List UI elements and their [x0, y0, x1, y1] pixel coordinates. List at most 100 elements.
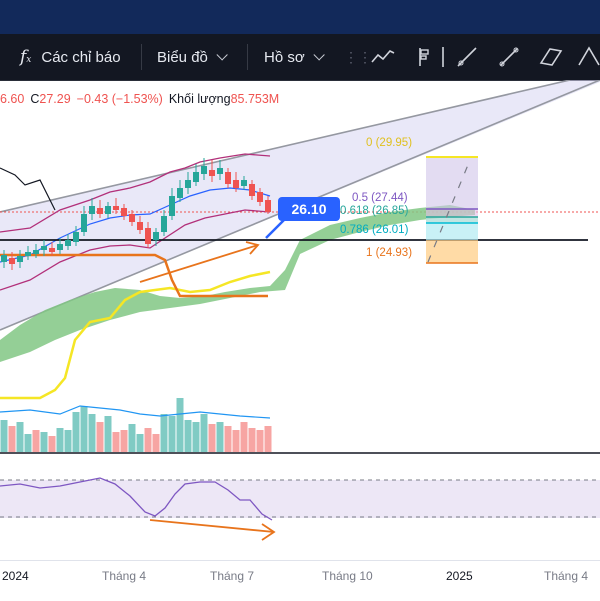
line-segment-icon[interactable]: [494, 42, 524, 72]
chart-type-dropdown[interactable]: Biểu đồ: [157, 34, 228, 80]
candle: [129, 214, 135, 222]
candle: [33, 250, 39, 254]
candle: [73, 232, 79, 242]
oscillator-band: [0, 480, 600, 518]
candle: [25, 252, 31, 256]
volume-bar: [104, 416, 112, 452]
black-ma-line: [0, 167, 56, 211]
candle: [41, 246, 47, 250]
volume-bar: [208, 424, 216, 452]
change-value: −0.43 (−1.53%): [76, 92, 163, 106]
candle: [65, 240, 71, 246]
volume-bar: [216, 422, 224, 452]
ohlc-legend: 6.60 C 27.29 −0.43 (−1.53%) Khối lượng 8…: [0, 92, 279, 110]
profile-dropdown[interactable]: Hồ sơ: [264, 34, 325, 80]
volume-label: Khối lượng: [168, 92, 231, 106]
rsi-line: [0, 477, 273, 521]
chevron-down-icon: [313, 49, 325, 61]
vertical-line-icon[interactable]: [428, 42, 458, 72]
volume-bar: [56, 428, 64, 452]
fib-zone-0-05: [426, 157, 478, 209]
volume-bar: [136, 434, 144, 452]
ray-icon[interactable]: [452, 42, 482, 72]
fib-label-05: 0.5 (27.44): [352, 192, 408, 204]
candle: [185, 180, 191, 188]
triangle-pattern-icon[interactable]: [574, 42, 600, 72]
candle: [177, 188, 183, 198]
ohlc-prefix: 6.60: [0, 92, 25, 106]
fib-trend-line: [427, 159, 471, 263]
indicators-label: Các chỉ báo: [41, 48, 121, 66]
volume-bar: [88, 414, 96, 452]
candle: [49, 248, 55, 252]
axis-label-apr: Tháng 4: [102, 569, 147, 583]
candle: [169, 196, 175, 216]
toolbar-divider: [141, 44, 142, 70]
yellow-lagging-line: [0, 270, 271, 400]
candle: [113, 206, 119, 210]
top-header-bar: [0, 0, 600, 34]
volume-bar: [128, 424, 136, 452]
parallel-channel-icon[interactable]: [536, 42, 566, 72]
price-chart[interactable]: [0, 80, 600, 560]
fib-flag-icon[interactable]: [410, 42, 440, 72]
volume-bar: [96, 422, 104, 452]
candle: [217, 168, 223, 174]
candle: [241, 180, 247, 186]
fib-zone-0786-1: [426, 223, 478, 240]
candle: [145, 228, 151, 244]
fib-label-0: 0 (29.95): [366, 137, 413, 149]
candle: [137, 222, 143, 230]
price-target-label: 26.10: [278, 197, 340, 221]
volume-bar: [8, 426, 16, 452]
drag-handle-icon[interactable]: ⋮⋮: [344, 48, 372, 65]
fib-label-0786: 0.786 (26.01): [340, 224, 409, 236]
fib-label-1: 1 (24.93): [366, 247, 413, 259]
axis-label-2025: 2025: [446, 569, 473, 583]
candle: [225, 172, 231, 184]
candle: [17, 256, 23, 262]
profile-label: Hồ sơ: [264, 48, 305, 66]
candle: [257, 192, 263, 202]
volume-bar: [80, 406, 88, 452]
volume-bar: [232, 430, 240, 452]
candle: [249, 184, 255, 196]
axis-label-jul: Tháng 7: [210, 569, 255, 583]
bb-lower-band: [0, 209, 271, 291]
axis-label-apr-2025: Tháng 4: [544, 569, 589, 583]
volume-bar: [48, 436, 56, 452]
volume-bar: [0, 420, 8, 452]
volume-bar: [112, 432, 120, 452]
candle: [265, 200, 271, 212]
trend-line-icon[interactable]: [368, 42, 398, 72]
candle: [233, 180, 239, 188]
close-value: 27.29: [39, 92, 71, 106]
volume-bar: [32, 430, 40, 452]
candle: [201, 166, 207, 174]
candles: [1, 158, 271, 270]
candle: [9, 258, 15, 264]
volume-bar: [264, 426, 272, 452]
candle: [193, 172, 199, 182]
time-axis[interactable]: 2024 Tháng 4 Tháng 7 Tháng 10 2025 Tháng…: [0, 560, 600, 601]
candle: [97, 208, 103, 214]
wedge-upper-line: [0, 80, 571, 213]
volume-bar: [40, 432, 48, 452]
fib-zone-05-0618: [426, 209, 478, 217]
chevron-down-icon: [216, 49, 228, 61]
chart-toolbar: fx Các chỉ báo Biểu đồ Hồ sơ ⋮⋮: [0, 34, 600, 81]
orange-trend-arrow: [139, 244, 259, 283]
volume-bar: [120, 430, 128, 452]
volume-bar: [24, 434, 32, 452]
volume-bars: [0, 398, 272, 452]
volume-bar: [200, 414, 208, 452]
volume-bar: [184, 420, 192, 452]
volume-bar: [176, 398, 184, 452]
indicators-button[interactable]: fx Các chỉ báo: [20, 34, 121, 80]
candle: [81, 214, 87, 232]
candle: [1, 255, 7, 262]
volume-bar: [192, 422, 200, 452]
fib-label-0618: 0.618 (26.85): [340, 205, 409, 217]
volume-bar: [256, 430, 264, 452]
candle: [57, 244, 63, 250]
